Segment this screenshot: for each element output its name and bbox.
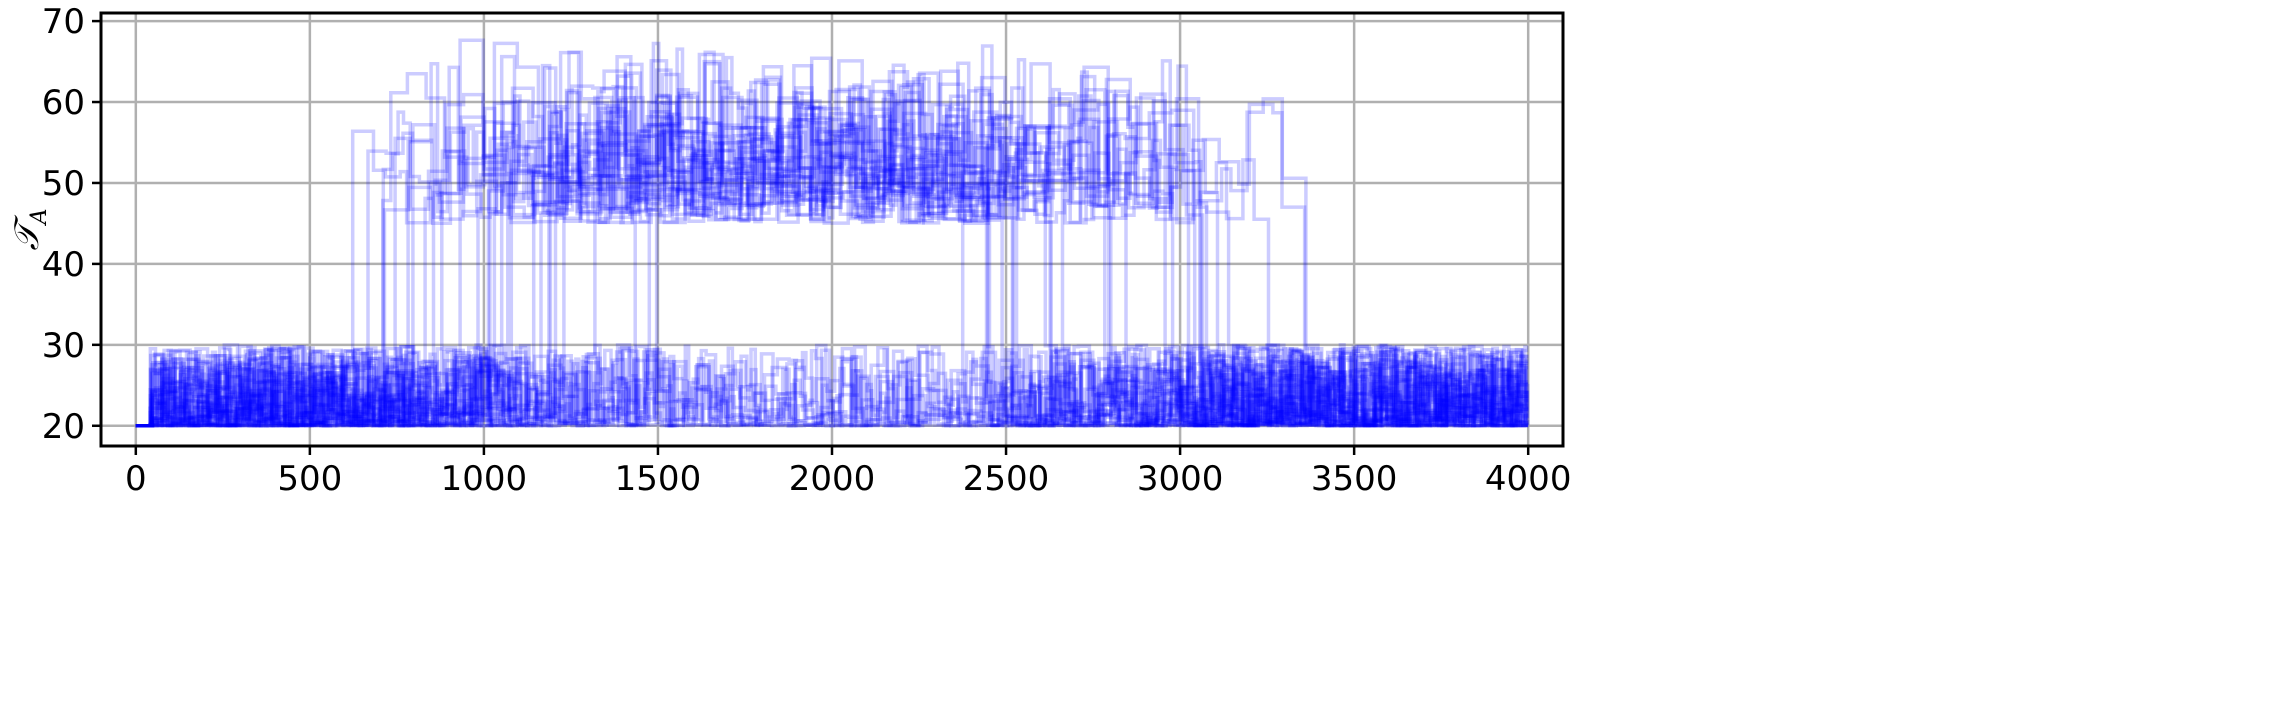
series-trace: [135, 59, 1529, 428]
series-trace: [135, 343, 1529, 428]
series-trace: [135, 69, 1529, 428]
series-trace: [135, 63, 1529, 428]
series-trace: [135, 50, 1529, 428]
series-trace: [135, 44, 1529, 428]
series-trace: [135, 59, 1529, 428]
y-tick-label: 70: [42, 2, 85, 42]
x-axis: 0 500 1000 1500 2000 2500 3000 3500 4000: [125, 446, 1571, 499]
series-trace: [135, 56, 1530, 428]
y-axis-label-subscript: A: [27, 209, 52, 227]
series-trace: [135, 97, 1529, 428]
x-tick-label: 0: [125, 459, 147, 499]
series-trace: [135, 50, 1529, 428]
y-tick-label: 20: [42, 407, 85, 447]
y-tick-label: 60: [42, 83, 85, 123]
series-trace: [135, 63, 1529, 428]
x-tick-label: 3000: [1137, 459, 1224, 499]
series-trace: [135, 345, 1529, 428]
series-trace: [135, 343, 1529, 428]
series-trace: [135, 62, 1530, 428]
y-axis: 20 30 40 50 60 70: [42, 2, 101, 447]
series-trace: [135, 52, 1529, 428]
series-trace: [135, 41, 1529, 428]
x-tick-label: 4000: [1485, 459, 1572, 499]
series-trace: [135, 41, 1529, 428]
series-trace: [135, 62, 1529, 428]
y-tick-label: 50: [42, 164, 85, 204]
series-trace: [135, 55, 1529, 428]
series-trace: [135, 82, 1529, 428]
series-trace: [135, 343, 1529, 428]
y-tick-label: 40: [42, 245, 85, 285]
series-trace: [135, 69, 1529, 428]
series-trace: [135, 47, 1529, 428]
x-tick-label: 500: [277, 459, 342, 499]
series-trace: [135, 343, 1529, 428]
series-traces: [135, 38, 1530, 428]
y-tick-label: 30: [42, 326, 85, 366]
series-trace: [135, 345, 1529, 428]
series-trace: [135, 69, 1529, 428]
series-trace: [135, 347, 1529, 428]
series-trace: [135, 343, 1529, 428]
grid-lines: [101, 13, 1563, 446]
x-tick-label: 1000: [441, 459, 528, 499]
series-trace: [135, 38, 1529, 428]
series-trace: [135, 90, 1529, 428]
series-trace: [135, 343, 1529, 428]
series-trace: [135, 343, 1529, 428]
series-trace: [135, 68, 1529, 428]
series-trace: [135, 82, 1529, 428]
x-tick-label: 2500: [963, 459, 1050, 499]
x-tick-label: 3500: [1311, 459, 1398, 499]
x-tick-label: 2000: [789, 459, 876, 499]
y-axis-label: 𝒯A: [7, 209, 52, 251]
series-trace: [135, 82, 1529, 428]
series-trace: [135, 59, 1529, 428]
series-trace: [135, 71, 1529, 428]
series-trace: [135, 63, 1530, 428]
x-tick-label: 1500: [615, 459, 702, 499]
series-trace: [135, 344, 1529, 428]
series-trace: [135, 65, 1529, 428]
